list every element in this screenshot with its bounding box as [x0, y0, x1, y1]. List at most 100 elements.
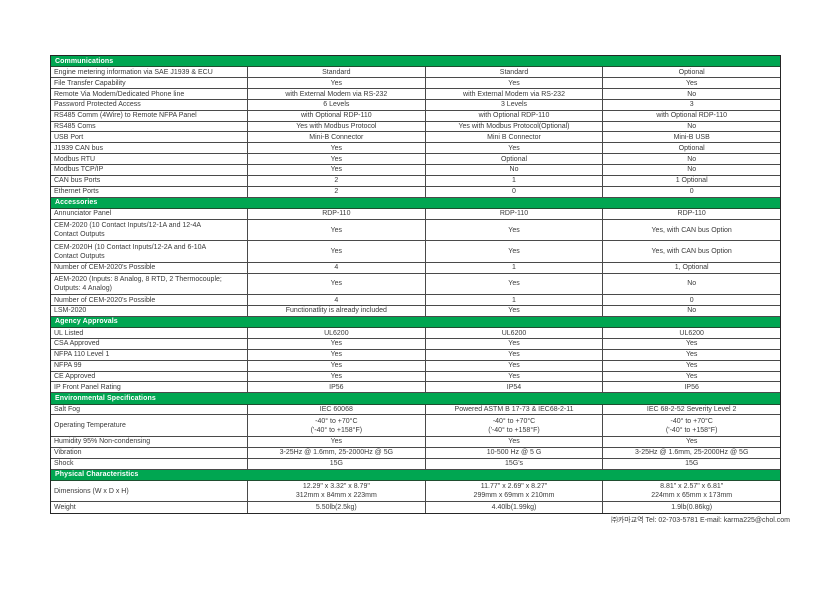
- table-row: LSM-2020 Functionatlity is already includ…: [51, 305, 780, 317]
- row-label: J1939 CAN bus: [51, 143, 248, 154]
- row-label: RS485 Comm (4Wire) to Remote NFPA Panel: [51, 110, 248, 121]
- row-value-col1: with Optional RDP-110: [248, 110, 426, 121]
- row-label: Number of CEM-2020's Possible: [51, 295, 248, 305]
- row-label: Humidity 95% Non-condensing: [51, 436, 248, 447]
- row-value-col3: Yes: [685, 340, 698, 348]
- table-row: IP Front Panel Rating IP56 IP54 IP56: [51, 382, 780, 394]
- row-value-col1: Functionatlity is already included: [248, 305, 426, 316]
- row-value-col1: Yes: [248, 273, 426, 295]
- footer-contact: ㈜카마교역 Tel: 02-703-5781 E-mail: karma225@…: [610, 517, 790, 524]
- row-value-col3: 1.9lb(0.86kg): [671, 504, 713, 512]
- table-row: Password Protected Access 6 Levels 3 Level…: [51, 99, 780, 111]
- table-row: CEM-2020 (10 Contact Inputs/12-1A and 12…: [51, 219, 780, 242]
- row-value-col2: 0: [426, 186, 604, 197]
- row-value-col3: Optional: [678, 144, 705, 152]
- row-value-col3: 8.81" x 2.57" x 6.81" 224mm x 65mm x 173…: [651, 483, 733, 500]
- row-label: CAN bus Ports: [51, 175, 248, 186]
- row-value-col2: 1: [426, 295, 604, 305]
- row-value-col3: Yes, with CAN bus Option: [651, 248, 732, 255]
- row-value-col2: IP54: [426, 382, 604, 393]
- table-row: File Transfer Capability Yes Yes Yes: [51, 78, 780, 90]
- table-row: Modbus TCP/IP Yes No No: [51, 164, 780, 176]
- row-value-col3: No: [687, 166, 697, 174]
- table-row: Salt Fog IEC 60068 Powered ASTM B 17-73 & …: [51, 404, 780, 416]
- table-row: USB Port Mini-B Connector Mini B Connector…: [51, 132, 780, 144]
- table-row: Vibration 3-25Hz @ 1.6mm, 25-2000Hz @ 5G 1…: [51, 447, 780, 459]
- row-label: CEM-2020H (10 Contact Inputs/12-2A and 6…: [51, 241, 248, 262]
- row-value-col2: Yes: [426, 349, 604, 360]
- row-value-col2: RDP-110: [426, 208, 604, 219]
- row-value-col3: -40° to +70°C ('-40° to +158°F): [665, 417, 718, 434]
- row-label: Annunciator Panel: [51, 208, 248, 219]
- row-label: AEM-2020 (Inputs: 8 Analog, 8 RTD, 2 The…: [51, 273, 248, 295]
- row-value-col3: Yes, with CAN bus Option: [651, 226, 732, 234]
- row-label: CSA Approved: [51, 339, 248, 349]
- row-value-col2: Powered ASTM B 17-73 & IEC68-2-11: [426, 404, 604, 415]
- row-label: NFPA 110 Level 1: [51, 349, 248, 360]
- row-label: Number of CEM-2020's Possible: [51, 262, 248, 273]
- table-row: Modbus RTU Yes Optional No: [51, 154, 780, 165]
- row-label: Salt Fog: [51, 404, 248, 415]
- row-value-col1: Yes: [248, 143, 426, 154]
- row-label: NFPA 99: [51, 360, 248, 371]
- row-value-col3: No: [687, 123, 697, 131]
- row-value-col2: 4.40lb(1.99kg): [426, 502, 604, 514]
- section-header: Agency Approvals: [51, 316, 780, 329]
- row-value-col2: 10-500 Hz @ 5 G: [426, 447, 604, 458]
- spec-table: Communications Engine metering informatio…: [50, 55, 781, 515]
- section-header: Environmental Specifications: [51, 393, 780, 405]
- row-value-col3: Optional: [678, 68, 705, 76]
- row-label: Operating Temperature: [51, 415, 248, 436]
- row-value-col2: Yes: [426, 78, 604, 89]
- row-value-col3: 0: [689, 296, 694, 304]
- table-row: UL Listed UL6200 UL6200 UL6200: [51, 328, 780, 340]
- row-value-col1: 4: [248, 295, 426, 305]
- row-value-col1: 5.50lb(2.5kg): [248, 502, 426, 514]
- table-row: CSA Approved Yes Yes Yes: [51, 339, 780, 350]
- row-value-col1: IEC 60068: [248, 404, 426, 415]
- row-label: RS485 Coms: [51, 121, 248, 132]
- table-row: CE Approved Yes Yes Yes: [51, 371, 780, 383]
- row-label: Vibration: [51, 447, 248, 458]
- row-label: File Transfer Capability: [51, 78, 248, 89]
- row-value-col2: 1: [426, 262, 604, 273]
- row-label: IP Front Panel Rating: [51, 382, 248, 393]
- row-value-col3: No: [687, 90, 697, 98]
- row-label: Remote Via Modem/Dedicated Phone line: [51, 89, 248, 99]
- table-row: Dimensions (W x D x H) 12.29" x 3.32" x 8…: [51, 480, 780, 503]
- row-value-col1: Yes: [248, 164, 426, 175]
- table-row: Engine metering information via SAE J193…: [51, 67, 780, 79]
- table-row: AEM-2020 (Inputs: 8 Analog, 8 RTD, 2 The…: [51, 273, 780, 296]
- row-value-col3: Mini-B USB: [673, 133, 710, 141]
- row-value-col2: Yes: [426, 219, 604, 241]
- row-value-col1: UL6200: [248, 328, 426, 339]
- row-value-col3: Yes: [685, 351, 698, 359]
- row-value-col2: 1: [426, 175, 604, 186]
- table-row: Annunciator Panel RDP-110 RDP-110 RDP-110: [51, 208, 780, 220]
- row-label: Modbus TCP/IP: [51, 164, 248, 175]
- row-value-col3: Yes: [685, 362, 698, 370]
- row-value-col3: Yes: [685, 438, 698, 446]
- row-value-col1: Yes: [248, 154, 426, 164]
- row-value-col1: 12.29" x 3.32" x 8.79" 312mm x 84mm x 22…: [248, 480, 426, 502]
- table-row: Operating Temperature -40° to +70°C ('-40…: [51, 415, 780, 437]
- row-value-col3: Yes: [685, 79, 698, 87]
- row-label: Modbus RTU: [51, 154, 248, 164]
- row-value-col1: Yes: [248, 219, 426, 241]
- row-value-col3: UL6200: [679, 329, 704, 337]
- row-label: CEM-2020 (10 Contact Inputs/12-1A and 12…: [51, 219, 248, 241]
- row-value-col3: No: [687, 155, 697, 163]
- row-value-col3: 15G: [685, 460, 699, 468]
- row-value-col2: Yes: [426, 371, 604, 382]
- row-label: USB Port: [51, 132, 248, 143]
- row-value-col2: 11.77" x 2.69" x 8.27" 299mm x 69mm x 21…: [426, 480, 604, 502]
- table-row: RS485 Coms Yes with Modbus Protocol Yes wi…: [51, 121, 780, 133]
- row-value-col1: Yes: [248, 241, 426, 262]
- row-value-col1: with External Modem via RS-232: [248, 89, 426, 99]
- table-row: Shock 15G 15G's 15G: [51, 458, 780, 470]
- row-value-col2: Optional: [426, 154, 604, 164]
- row-label: LSM-2020: [51, 305, 248, 316]
- table-row: Number of CEM-2020's Possible 4 1 1, Option…: [51, 262, 780, 274]
- row-value-col2: Yes with Modbus Protocol(Optional): [426, 121, 604, 132]
- row-value-col1: 6 Levels: [248, 99, 426, 110]
